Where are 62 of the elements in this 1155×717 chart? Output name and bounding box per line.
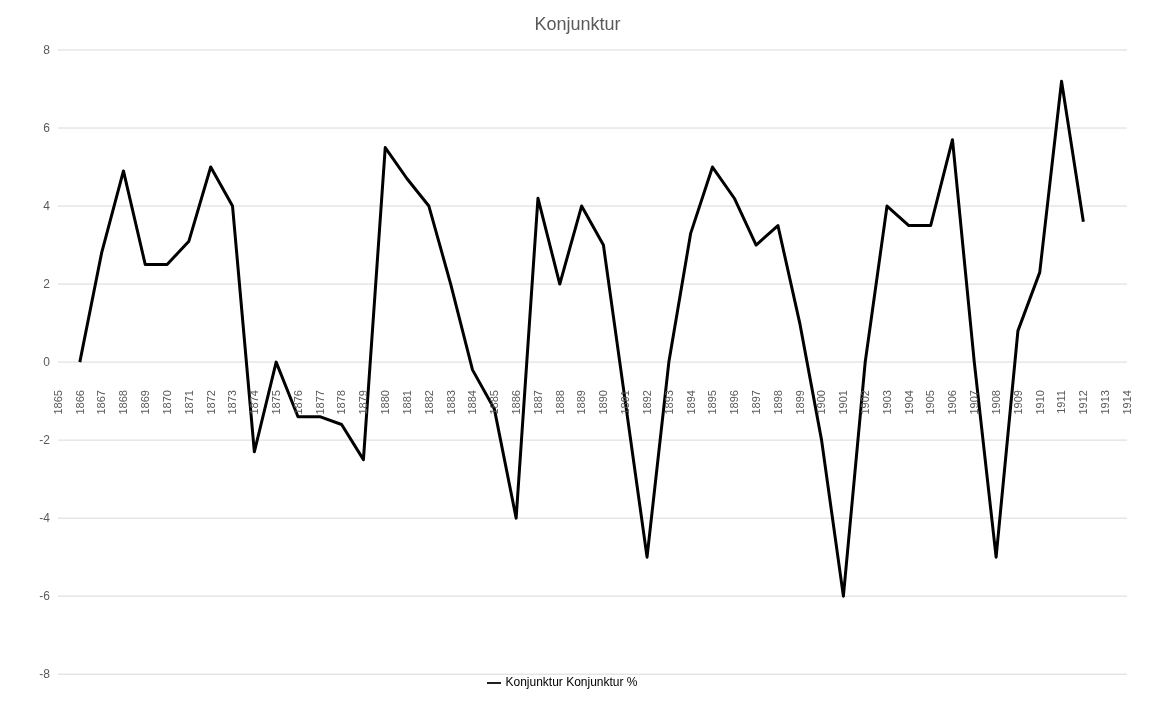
x-tick-label: 1879 <box>357 390 370 415</box>
x-tick-label: 1892 <box>640 390 653 415</box>
legend-label: Konjunktur Konjunktur % <box>505 675 638 690</box>
y-tick-label: -8 <box>39 667 51 682</box>
x-tick-label: 1890 <box>597 390 610 415</box>
x-tick-label: 1881 <box>400 390 413 415</box>
x-tick-label: 1913 <box>1099 390 1112 415</box>
x-tick-label: 1877 <box>313 390 326 415</box>
x-tick-label: 1865 <box>51 390 64 415</box>
x-tick-label: 1882 <box>422 390 435 415</box>
x-tick-label: 1868 <box>117 390 130 415</box>
y-tick-label: 4 <box>43 199 51 214</box>
chart-title: Konjunktur <box>533 14 622 36</box>
x-tick-label: 1875 <box>270 390 283 415</box>
y-tick-label: 2 <box>43 277 51 292</box>
line-series <box>78 79 1085 598</box>
x-tick-label: 1866 <box>73 390 86 415</box>
x-tick-label: 1908 <box>989 390 1002 415</box>
x-tick-label: 1871 <box>182 390 195 415</box>
x-tick-label: 1876 <box>291 390 304 415</box>
x-tick-label: 1878 <box>335 390 348 415</box>
y-tick-label: -2 <box>39 433 51 448</box>
x-tick-label: 1911 <box>1055 390 1068 414</box>
x-tick-label: 1889 <box>575 390 588 415</box>
y-tick-label: 8 <box>43 43 51 58</box>
x-tick-label: 1905 <box>924 390 937 415</box>
x-tick-label: 1902 <box>859 390 872 415</box>
x-tick-label: 1912 <box>1077 390 1090 415</box>
x-tick-label: 1906 <box>946 390 959 415</box>
x-tick-label: 1872 <box>204 390 217 415</box>
x-tick-label: 1867 <box>95 390 108 415</box>
x-tick-label: 1893 <box>662 390 675 415</box>
y-tick-label: -4 <box>39 511 51 526</box>
x-tick-label: 1891 <box>619 390 632 415</box>
x-tick-label: 1894 <box>684 390 697 415</box>
x-tick-label: 1896 <box>728 390 741 415</box>
x-tick-label: 1910 <box>1033 390 1046 415</box>
x-tick-label: 1897 <box>749 390 762 415</box>
x-tick-label: 1900 <box>815 390 828 415</box>
y-tick-label: 0 <box>43 355 51 370</box>
x-tick-label: 1886 <box>509 390 522 415</box>
x-tick-label: 1873 <box>226 390 239 415</box>
x-tick-label: 1874 <box>248 390 261 415</box>
x-tick-label: 1904 <box>902 390 915 415</box>
x-tick-label: 1870 <box>160 390 173 415</box>
x-tick-label: 1903 <box>880 390 893 415</box>
x-tick-label: 1884 <box>466 390 479 415</box>
x-tick-label: 1887 <box>531 390 544 415</box>
x-tick-label: 1885 <box>488 390 501 415</box>
y-tick-label: -6 <box>39 589 51 604</box>
y-tick-label: 6 <box>43 121 51 136</box>
x-tick-label: 1899 <box>793 390 806 415</box>
x-tick-label: 1909 <box>1011 390 1024 415</box>
x-tick-label: 1907 <box>968 390 981 415</box>
x-tick-label: 1901 <box>837 390 850 415</box>
x-tick-label: 1898 <box>771 390 784 415</box>
x-tick-label: 1914 <box>1120 390 1133 415</box>
x-tick-label: 1869 <box>139 390 152 415</box>
x-tick-label: 1880 <box>379 390 392 415</box>
x-tick-label: 1895 <box>706 390 719 415</box>
x-tick-label: 1883 <box>444 390 457 415</box>
x-tick-label: 1888 <box>553 390 566 415</box>
